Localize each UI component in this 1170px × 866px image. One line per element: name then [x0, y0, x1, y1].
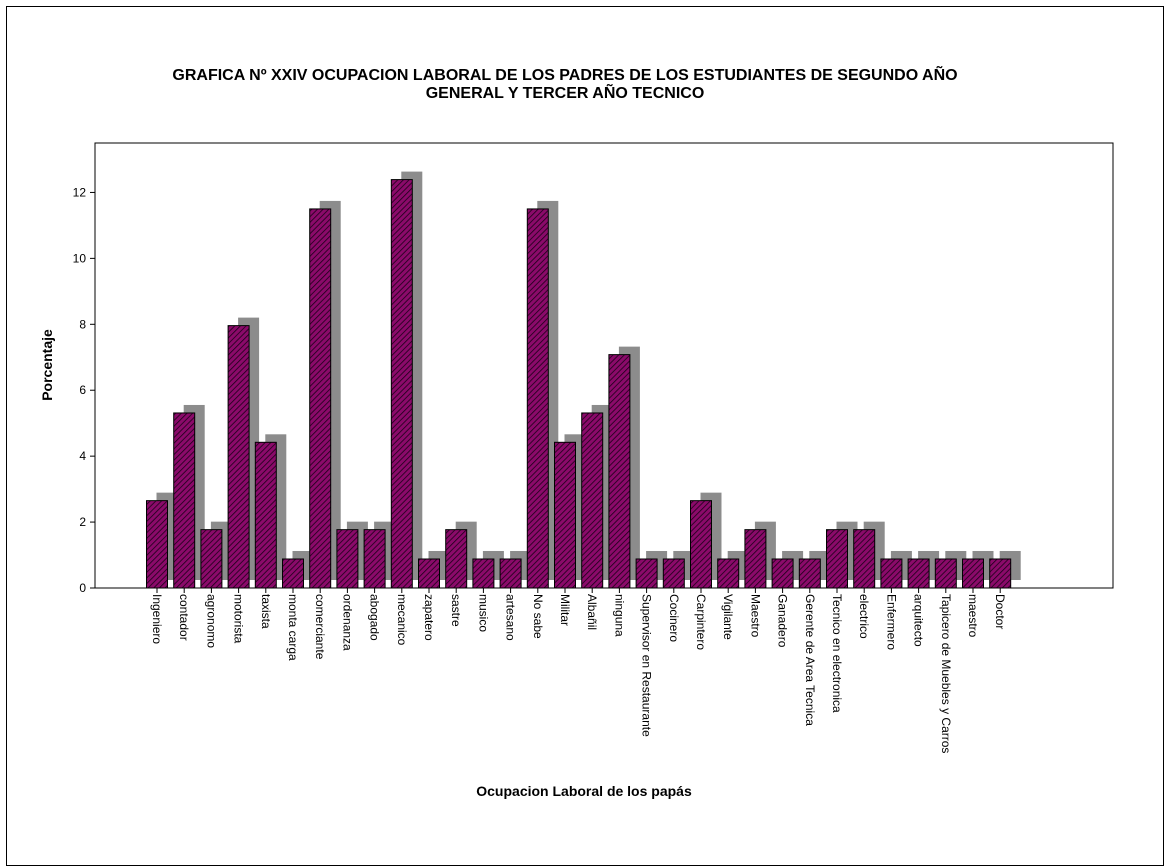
x-tick-label: zapatero	[422, 594, 436, 641]
bar	[744, 529, 767, 589]
y-axis: 0 2 4 6 8 10 12	[73, 185, 95, 595]
x-tick-label: Maestro	[748, 594, 762, 638]
bar	[880, 558, 903, 589]
bar	[717, 558, 740, 589]
bar	[526, 208, 549, 589]
x-tick-label: Ganadero	[776, 594, 790, 648]
bar	[690, 500, 712, 589]
bar	[907, 558, 930, 589]
x-tick-label: Albañil	[585, 594, 599, 630]
x-tick-label: arquitecto	[912, 594, 926, 647]
x-tick-label: No sabe	[531, 594, 545, 639]
x-tick-label: Vigilante	[721, 594, 735, 640]
x-tick-label: monta carga	[286, 594, 300, 661]
x-tick-label: mecanico	[395, 594, 409, 646]
x-tick-label: maestro	[966, 594, 980, 638]
bar	[826, 529, 848, 589]
x-tick-label: motorista	[232, 594, 246, 644]
bar	[390, 179, 413, 589]
x-axis-title: Ocupacion Laboral de los papás	[476, 783, 692, 799]
bar	[934, 558, 957, 589]
bar	[363, 529, 386, 589]
x-tick-label: musico	[476, 594, 490, 632]
x-tick-label: Doctor	[993, 594, 1007, 629]
x-tick-label: Tapicero de Muebles y Carros	[939, 594, 953, 753]
bar	[173, 412, 196, 589]
bar	[798, 558, 821, 589]
bar	[146, 500, 168, 589]
bar	[635, 558, 658, 589]
x-tick-label: abogado	[368, 594, 382, 641]
x-tick-label: Gerente de Area Tecnica	[803, 594, 817, 726]
x-tick-label: contador	[177, 594, 191, 641]
bar	[554, 441, 576, 589]
x-tick-label: Tecnico en electronica	[830, 594, 844, 713]
plot-area-frame	[94, 142, 1114, 589]
x-tick-label: Cocinero	[667, 594, 681, 642]
x-tick-label: electrico	[857, 594, 871, 639]
bar	[962, 558, 984, 589]
bars	[146, 179, 1012, 589]
bar	[662, 558, 685, 589]
x-tick-label: Carpintero	[694, 594, 708, 650]
y-tick-label: 12	[73, 185, 87, 199]
bar	[418, 558, 440, 589]
bar	[989, 558, 1012, 589]
y-tick-label: 2	[79, 515, 86, 529]
bar	[254, 441, 277, 589]
x-tick-label: agronomo	[204, 594, 218, 648]
x-tick-label: Supervisor en Restaurante	[640, 594, 654, 737]
bar	[853, 529, 876, 589]
y-tick-label: 10	[73, 251, 87, 265]
x-tick-label: Militar	[558, 594, 572, 626]
x-tick-label: artesano	[504, 594, 518, 641]
y-tick-label: 0	[79, 581, 86, 595]
bar	[581, 412, 604, 589]
bar	[227, 325, 250, 589]
y-tick-label: 8	[79, 317, 86, 331]
y-axis-title: Porcentaje	[39, 329, 55, 401]
x-tick-label: Ingeniero	[150, 594, 164, 644]
x-tick-label: ninguna	[612, 594, 626, 637]
bar	[445, 529, 468, 589]
bar	[499, 558, 522, 589]
bar	[771, 558, 794, 589]
bar	[608, 354, 631, 589]
x-tick-label: Enfermero	[884, 594, 898, 650]
chart-title-line-2: GENERAL Y TERCER AÑO TECNICO	[426, 82, 705, 102]
x-tick-label: comerciante	[313, 594, 327, 660]
bar	[309, 208, 332, 589]
bar	[336, 529, 359, 589]
bar	[200, 529, 223, 589]
bar	[472, 558, 495, 589]
x-tick-label: taxista	[259, 594, 273, 629]
x-axis-labels: Ingeniero contador agronomo motorista taxist…	[150, 588, 1007, 753]
y-tick-label: 6	[79, 383, 86, 397]
x-tick-label: sastre	[449, 594, 463, 627]
x-tick-label: ordenanza	[340, 594, 354, 651]
bar	[282, 558, 304, 589]
y-tick-label: 4	[79, 449, 86, 463]
chart-title-line-1: GRAFICA Nº XXIV OCUPACION LABORAL DE LOS…	[172, 64, 957, 84]
